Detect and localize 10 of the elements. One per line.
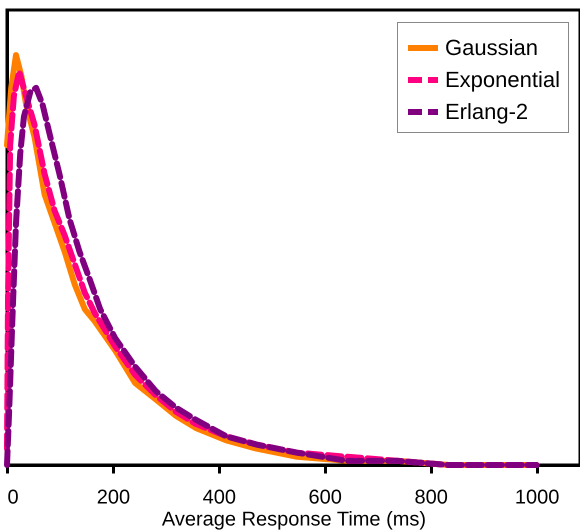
x-tick-label: 1000 — [514, 486, 560, 508]
x-axis-title: Average Response Time (ms) — [162, 508, 426, 530]
legend-label: Exponential — [445, 67, 560, 92]
legend-label: Erlang-2 — [445, 99, 528, 124]
x-tick-label: 800 — [414, 486, 448, 508]
legend-label: Gaussian — [445, 35, 538, 60]
x-tick-label: 600 — [308, 486, 342, 508]
x-tick-label: 200 — [96, 486, 130, 508]
x-tick-label: 0 — [8, 486, 19, 508]
x-tick-label: 400 — [202, 486, 236, 508]
